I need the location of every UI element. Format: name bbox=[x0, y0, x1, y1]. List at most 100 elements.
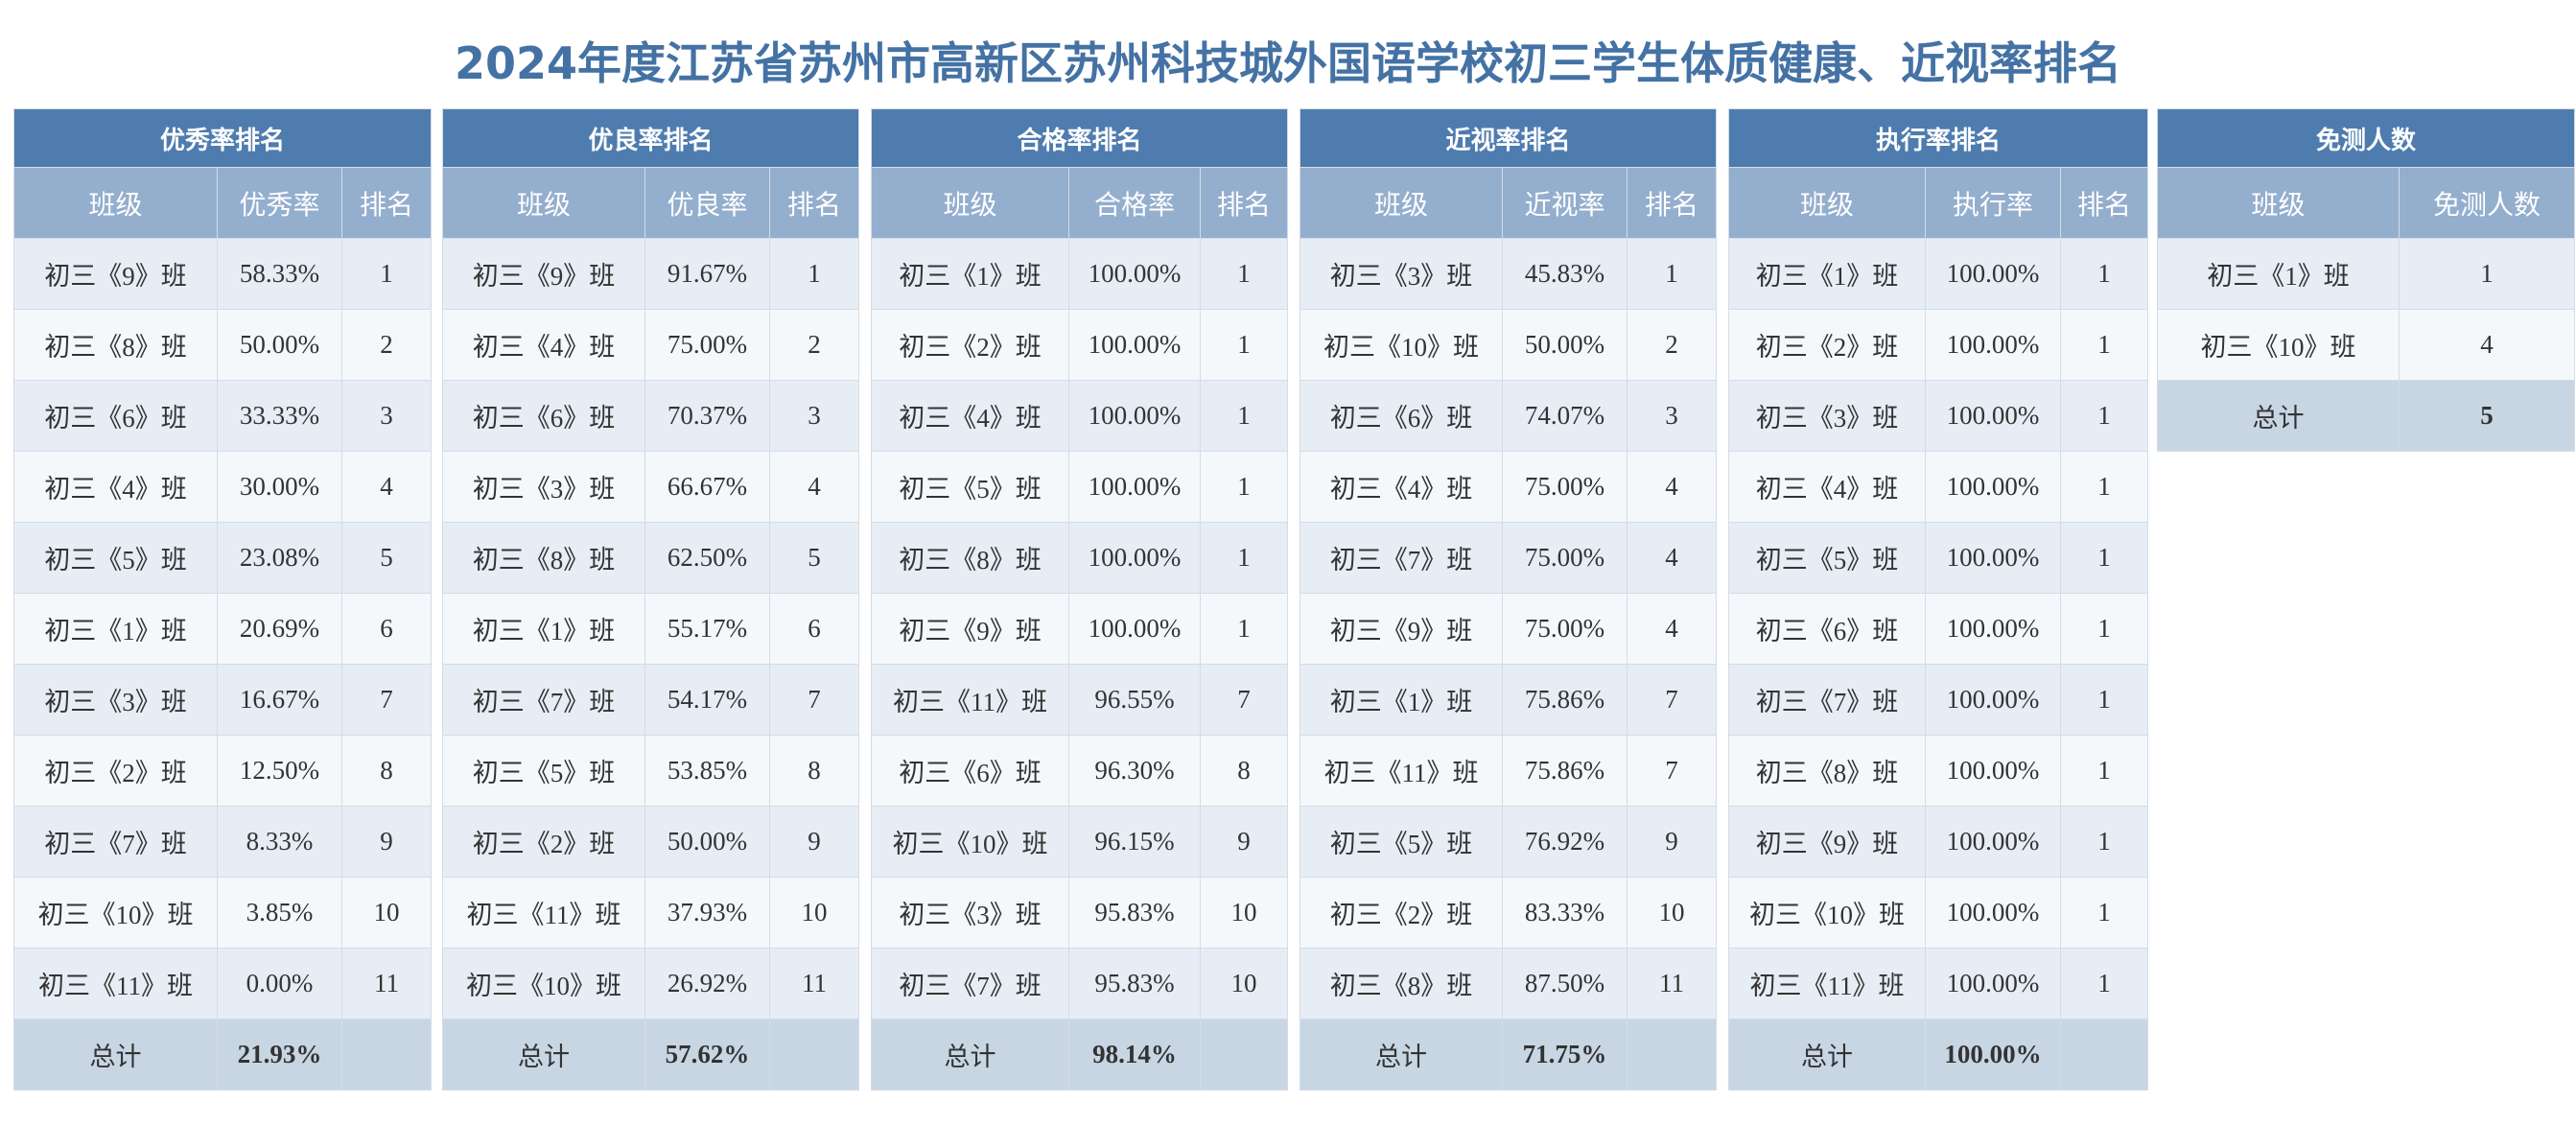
table-row: 初三《3》班 16.67% 7 bbox=[13, 664, 432, 736]
total-row: 总计 71.75% bbox=[1300, 1019, 1717, 1091]
table-cell: 初三《10》班 bbox=[2157, 309, 2400, 381]
table-cell: 1 bbox=[2060, 877, 2148, 949]
column-header: 班级 bbox=[442, 167, 645, 239]
table-cell: 100.00% bbox=[1925, 309, 2061, 381]
table-cell: 100.00% bbox=[1068, 238, 1201, 310]
table-row: 初三《2》班 12.50% 8 bbox=[13, 735, 432, 807]
table-cell: 83.33% bbox=[1502, 877, 1628, 949]
execution-rate-table: 执行率排名 班级 执行率 排名 初三《1》班 100.00% 1 初三《2》班 100.00% 1… bbox=[1728, 108, 2148, 1091]
table-cell: 初三《2》班 bbox=[1300, 877, 1503, 949]
table-cell: 75.86% bbox=[1502, 664, 1628, 736]
table-cell: 2 bbox=[1627, 309, 1717, 381]
table-cell: 初三《1》班 bbox=[1300, 664, 1503, 736]
total-row: 总计 100.00% bbox=[1728, 1019, 2148, 1091]
table-cell: 33.33% bbox=[217, 380, 342, 452]
exempt-count-table-title: 免测人数 bbox=[2156, 108, 2576, 168]
table-cell: 初三《2》班 bbox=[1728, 309, 1926, 381]
table-cell: 初三《11》班 bbox=[1300, 735, 1503, 807]
table-cell: 10 bbox=[1200, 877, 1288, 949]
table-row: 初三《5》班 100.00% 1 bbox=[871, 451, 1288, 523]
table-cell: 3 bbox=[769, 380, 859, 452]
table-row: 初三《2》班 50.00% 9 bbox=[442, 806, 859, 878]
total-row: 总计 57.62% bbox=[442, 1019, 859, 1091]
table-cell: 10 bbox=[1200, 948, 1288, 1020]
table-cell: 初三《6》班 bbox=[1728, 593, 1926, 665]
column-header: 近视率 bbox=[1502, 167, 1628, 239]
table-row: 初三《10》班 26.92% 11 bbox=[442, 948, 859, 1020]
table-cell: 初三《8》班 bbox=[1728, 735, 1926, 807]
table-cell: 7 bbox=[1627, 664, 1717, 736]
table-cell: 1 bbox=[2060, 948, 2148, 1020]
table-cell: 初三《8》班 bbox=[1300, 948, 1503, 1020]
table-row: 初三《4》班 30.00% 4 bbox=[13, 451, 432, 523]
table-cell: 8.33% bbox=[217, 806, 342, 878]
table-cell: 4 bbox=[341, 451, 432, 523]
table-cell: 初三《4》班 bbox=[1728, 451, 1926, 523]
table-cell: 7 bbox=[769, 664, 859, 736]
table-cell: 96.55% bbox=[1068, 664, 1201, 736]
table-row: 初三《1》班 20.69% 6 bbox=[13, 593, 432, 665]
table-row: 初三《7》班 100.00% 1 bbox=[1728, 664, 2148, 736]
table-row: 初三《6》班 96.30% 8 bbox=[871, 735, 1288, 807]
table-row: 初三《2》班 100.00% 1 bbox=[871, 309, 1288, 381]
table-cell: 70.37% bbox=[644, 380, 770, 452]
table-cell: 1 bbox=[1627, 238, 1717, 310]
table-row: 初三《3》班 45.83% 1 bbox=[1300, 238, 1717, 310]
column-header: 班级 bbox=[1300, 167, 1503, 239]
table-cell: 初三《6》班 bbox=[442, 380, 645, 452]
table-cell: 1 bbox=[2060, 238, 2148, 310]
table-cell: 100.00% bbox=[1925, 451, 2061, 523]
myopia-rate-table: 近视率排名 班级 近视率 排名 初三《3》班 45.83% 1 初三《10》班 50.00% 2 初… bbox=[1300, 108, 1717, 1091]
table-cell: 初三《4》班 bbox=[871, 380, 1069, 452]
table-cell: 91.67% bbox=[644, 238, 770, 310]
column-header: 班级 bbox=[2157, 167, 2400, 239]
table-cell: 9 bbox=[341, 806, 432, 878]
table-cell: 9 bbox=[1200, 806, 1288, 878]
excellent-rate-table-title: 优秀率排名 bbox=[13, 108, 432, 168]
table-row: 初三《11》班 75.86% 7 bbox=[1300, 735, 1717, 807]
table-cell: 初三《4》班 bbox=[442, 309, 645, 381]
table-row: 初三《11》班 0.00% 11 bbox=[13, 948, 432, 1020]
table-row: 初三《4》班 100.00% 1 bbox=[1728, 451, 2148, 523]
table-row: 初三《2》班 100.00% 1 bbox=[1728, 309, 2148, 381]
table-row: 初三《9》班 58.33% 1 bbox=[13, 238, 432, 310]
table-row: 初三《1》班 100.00% 1 bbox=[871, 238, 1288, 310]
table-cell: 50.00% bbox=[1502, 309, 1628, 381]
total-label: 总计 bbox=[442, 1019, 645, 1091]
table-cell: 74.07% bbox=[1502, 380, 1628, 452]
table-cell: 初三《1》班 bbox=[871, 238, 1069, 310]
table-cell: 3 bbox=[341, 380, 432, 452]
table-cell: 58.33% bbox=[217, 238, 342, 310]
table-cell: 初三《4》班 bbox=[13, 451, 218, 523]
table-cell: 16.67% bbox=[217, 664, 342, 736]
table-cell: 初三《11》班 bbox=[871, 664, 1069, 736]
total-value: 21.93% bbox=[217, 1019, 342, 1091]
table-cell: 1 bbox=[2398, 238, 2576, 310]
table-cell: 初三《8》班 bbox=[871, 522, 1069, 594]
table-cell: 7 bbox=[1627, 735, 1717, 807]
table-row: 初三《3》班 66.67% 4 bbox=[442, 451, 859, 523]
table-cell: 初三《10》班 bbox=[1728, 877, 1926, 949]
total-row: 总计 98.14% bbox=[871, 1019, 1288, 1091]
table-cell: 10 bbox=[341, 877, 432, 949]
table-cell: 8 bbox=[341, 735, 432, 807]
table-cell: 5 bbox=[341, 522, 432, 594]
myopia-rate-table-title: 近视率排名 bbox=[1300, 108, 1717, 168]
table-cell: 75.00% bbox=[1502, 522, 1628, 594]
table-cell: 初三《3》班 bbox=[1728, 380, 1926, 452]
table-row: 初三《4》班 75.00% 2 bbox=[442, 309, 859, 381]
table-cell: 1 bbox=[2060, 664, 2148, 736]
table-cell: 53.85% bbox=[644, 735, 770, 807]
table-cell: 初三《10》班 bbox=[13, 877, 218, 949]
pass-rate-table: 合格率排名 班级 合格率 排名 初三《1》班 100.00% 1 初三《2》班 100.00% 1… bbox=[871, 108, 1288, 1091]
table-cell: 初三《5》班 bbox=[13, 522, 218, 594]
table-row: 初三《4》班 75.00% 4 bbox=[1300, 451, 1717, 523]
total-cell bbox=[1627, 1019, 1717, 1091]
table-cell: 初三《11》班 bbox=[1728, 948, 1926, 1020]
table-cell: 初三《1》班 bbox=[13, 593, 218, 665]
table-cell: 1 bbox=[1200, 238, 1288, 310]
table-row: 初三《8》班 100.00% 1 bbox=[1728, 735, 2148, 807]
table-row: 初三《9》班 91.67% 1 bbox=[442, 238, 859, 310]
table-cell: 75.00% bbox=[1502, 593, 1628, 665]
table-cell: 100.00% bbox=[1925, 238, 2061, 310]
